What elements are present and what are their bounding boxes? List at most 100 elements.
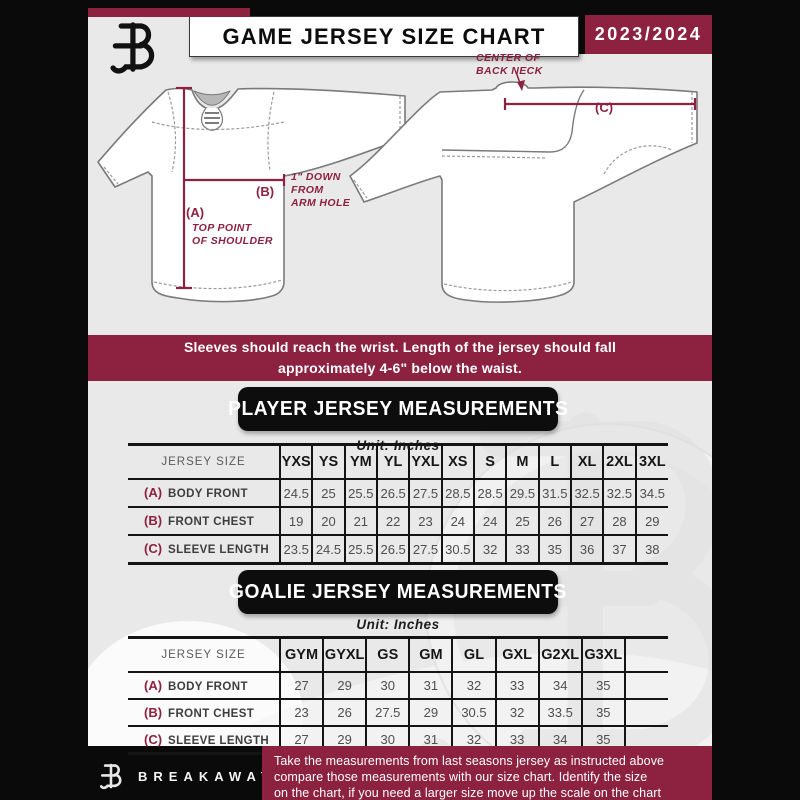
measurement-value-cell: 28.5 [472,478,508,508]
fit-note-line-2: approximately 4-6" below the waist. [278,360,522,376]
goalie-measurements-table: JERSEY SIZE GYM GYXL GS GM GL GXL G2XL G3XL (A) BO… [128,636,668,755]
size-column-header: 3XL [634,443,668,480]
measurement-row: (B) FRONT CHEST 23 26 27.5 29 30.5 32 33.5 35 [128,698,668,727]
measurement-value-cell: 33 [505,534,540,565]
measurement-name: BODY FRONT [168,488,248,500]
back-neck-arrowhead [517,80,525,91]
measurement-name: SLEEVE LENGTH [168,544,270,556]
size-column-header: GYXL [322,636,368,673]
measurement-row-label: (A) BODY FRONT [128,478,281,508]
measurement-value-cell: 29 [322,671,368,700]
jersey-size-corner-header: JERSEY SIZE [128,443,281,480]
measurement-value-cell: 34.5 [634,478,668,508]
measurement-value-cell: 30.5 [451,698,497,727]
measurement-key: (B) [144,704,163,720]
measurement-value-cell: 32.5 [569,478,605,508]
measurement-value-cell: 32 [494,698,540,727]
size-column-header: GL [451,636,497,673]
measurement-value-cell [623,698,668,727]
fit-note-line-1: Sleeves should reach the wrist. Length o… [183,339,617,355]
measurement-value-cell [623,671,668,700]
footer-brand: BREAKAWAY [100,756,275,796]
measurement-value-cell: 35 [580,671,626,700]
size-column-header: XS [440,443,475,480]
measurement-value-cell: 31.5 [537,478,572,508]
measurement-key: (C) [144,541,163,556]
size-column-header: 2XL [602,443,637,480]
breakaway-logo-icon [108,19,166,75]
measurement-key: (C) [144,731,163,747]
size-column-header: GYM [278,636,325,673]
measurement-value-cell: 32 [472,534,508,565]
measurement-value-cell: 25 [505,506,540,536]
size-column-header: G2XL [537,636,583,673]
measurement-row-label: (C) SLEEVE LENGTH [128,534,281,565]
measurement-row: (A) BODY FRONT 27 29 30 31 32 33 34 35 [128,671,668,700]
measurement-value-cell: 36 [569,534,605,565]
measurement-value-cell: 21 [343,506,378,536]
measurement-value-cell: 25 [311,478,346,508]
size-column-header: GXL [494,636,540,673]
season-label: 2023/2024 [594,24,703,44]
jersey-measurement-diagram [97,71,698,303]
measurement-value-cell: 29 [634,506,668,536]
annotation-c-key: (C) [595,100,614,115]
size-column-header: L [537,443,572,480]
measurement-row: (C) SLEEVE LENGTH 23.5 24.5 25.5 26.5 27.5 30.5… [128,534,668,565]
measurement-value-cell: 29.5 [505,478,540,508]
measurement-value-cell: 23 [278,698,325,727]
goalie-section-banner: GOALIE JERSEY MEASUREMENTS [229,570,566,614]
back-jersey-seams [353,92,693,292]
measurement-value-cell: 30.5 [440,534,475,565]
size-column-header: GS [365,636,411,673]
measurement-value-cell: 35 [537,534,572,565]
measurement-value-cell: 27.5 [408,534,443,565]
size-column-header: S [472,443,508,480]
measurement-value-cell: 22 [375,506,411,536]
measurement-value-cell: 24 [440,506,475,536]
measurement-value-cell: 29 [408,698,454,727]
measurement-row-label: (C) SLEEVE LENGTH [128,725,281,755]
measurement-value-cell: 20 [311,506,346,536]
size-column-header: YM [343,443,378,480]
front-jersey-seams [103,91,401,290]
annotation-b-note: 1" DOWN FROM ARM HOLE [291,171,351,209]
measurement-row: (B) FRONT CHEST 19 20 21 22 23 24 24 25 26 27 28 29 [128,506,668,536]
measurement-name: BODY FRONT [168,680,248,693]
size-column-header: YXS [278,443,314,480]
measurement-row-label: (A) BODY FRONT [128,671,281,700]
measurement-value-cell: 35 [580,698,626,727]
measurement-value-cell: 24.5 [278,478,314,508]
player-measurements-table: JERSEY SIZE YXS YS YM YL YXL XS S M L XL 2XL 3XL (A) B… [128,443,668,565]
measurement-value-cell: 31 [408,671,454,700]
footer-brand-wordmark: BREAKAWAY [138,768,276,784]
measurement-value-cell: 28 [602,506,637,536]
measurement-row: (A) BODY FRONT 24.5 25 25.5 26.5 27.5 28.5 28.5 2… [128,478,668,508]
measurement-name: SLEEVE LENGTH [168,734,270,747]
annotation-a-key: (A) [186,205,205,220]
measurement-value-cell: 23 [408,506,443,536]
footer-instruction-line-3: on the chart, if you need a larger size … [274,786,662,800]
measurement-value-cell: 27.5 [408,478,443,508]
measurement-value-cell: 32.5 [602,478,637,508]
measurement-row-label: (B) FRONT CHEST [128,506,281,536]
measurement-value-cell: 24 [472,506,508,536]
measurement-row-label: (B) FRONT CHEST [128,698,281,727]
jersey-size-corner-header: JERSEY SIZE [128,636,281,673]
size-column-header: YS [311,443,346,480]
annotation-b-key: (B) [256,184,275,199]
fit-note-banner: Sleeves should reach the wrist. Length o… [88,335,712,381]
measurement-value-cell: 24.5 [311,534,346,565]
measurement-value-cell: 37 [602,534,637,565]
size-column-header: M [505,443,540,480]
size-column-header: XL [569,443,605,480]
measurement-value-cell: 38 [634,534,668,565]
front-jersey-drawing [97,87,406,303]
page-title-box: GAME JERSEY SIZE CHART [189,16,579,57]
footer-instructions: Take the measurements from last seasons … [262,746,712,800]
measurement-value-cell: 26.5 [375,534,411,565]
footer-instruction-line-1: Take the measurements from last seasons … [274,754,665,768]
measurement-value-cell: 25.5 [343,478,378,508]
annotation-a-note: TOP POINT OF SHOULDER [192,222,273,247]
measurement-value-cell: 27 [278,671,325,700]
